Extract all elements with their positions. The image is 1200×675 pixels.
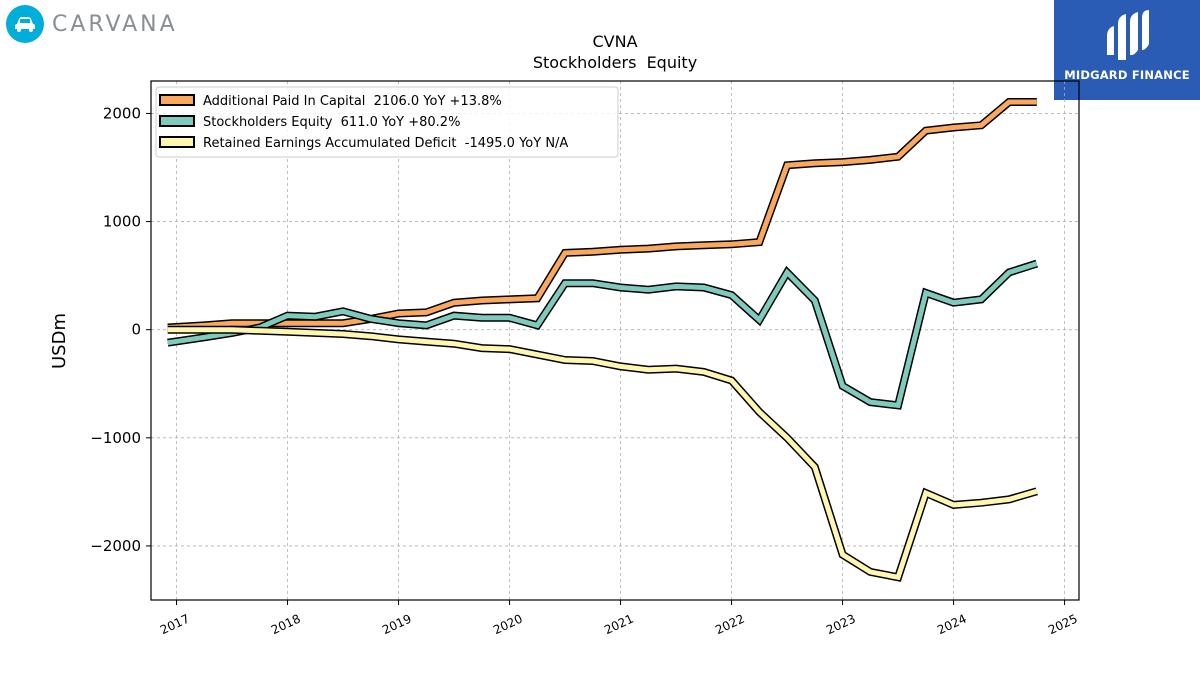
x-tick-label: 2021 xyxy=(602,612,636,638)
grid xyxy=(151,81,1079,600)
legend-item: Stockholders Equity 611.0 YoY +80.2% xyxy=(159,115,460,130)
x-tick-label: 2019 xyxy=(380,612,414,638)
series-lines xyxy=(167,98,1039,582)
y-tick-label: 1000 xyxy=(103,213,141,231)
axis-ticks: 2000 1000 0 −1000 −2000 2017 2018 2019 2020 2021 2… xyxy=(90,104,1079,637)
y-tick-label: −1000 xyxy=(90,429,141,447)
x-tick-label: 2024 xyxy=(935,612,969,638)
chart-subtitle: Stockholders Equity xyxy=(533,53,697,72)
x-tick-label: 2020 xyxy=(491,612,525,638)
x-tick-label: 2023 xyxy=(824,612,858,638)
series-line-0 xyxy=(167,98,1037,332)
legend-swatch xyxy=(159,136,195,148)
x-tick-label: 2022 xyxy=(713,612,747,638)
car-icon xyxy=(6,5,44,43)
series-core xyxy=(167,261,1038,409)
legend: Additional Paid In Capital 2106.0 YoY +1… xyxy=(155,86,619,158)
series-core xyxy=(167,99,1037,330)
x-tick-label: 2018 xyxy=(269,612,303,638)
legend-box xyxy=(155,86,619,158)
y-tick-label: 2000 xyxy=(103,104,141,122)
series-line-1 xyxy=(167,259,1039,410)
legend-label: Additional Paid In Capital 2106.0 YoY +1… xyxy=(203,94,502,109)
carvana-logo-text: CARVANA xyxy=(52,11,178,37)
plot-area-frame xyxy=(150,80,1080,601)
legend-item: Additional Paid In Capital 2106.0 YoY +1… xyxy=(159,94,502,109)
series-core xyxy=(167,327,1038,581)
legend-label: Retained Earnings Accumulated Deficit -1… xyxy=(203,136,568,151)
legend-swatch xyxy=(159,94,195,106)
legend-swatch xyxy=(159,115,195,127)
y-tick-label: −2000 xyxy=(90,537,141,555)
midgard-emblem-icon xyxy=(1107,10,1149,60)
series-line-2 xyxy=(167,325,1038,582)
legend-item: Retained Earnings Accumulated Deficit -1… xyxy=(159,136,568,151)
midgard-finance-logo: MIDGARD FINANCE xyxy=(1054,0,1200,100)
carvana-logo: CARVANA xyxy=(6,5,178,43)
y-axis-label: USDm xyxy=(49,313,70,369)
x-tick-label: 2025 xyxy=(1046,612,1080,638)
legend-label: Stockholders Equity 611.0 YoY +80.2% xyxy=(203,115,460,130)
x-tick-label: 2017 xyxy=(158,612,192,638)
y-tick-label: 0 xyxy=(131,321,141,339)
chart-title: CVNA xyxy=(592,32,637,51)
midgard-finance-logo-text: MIDGARD FINANCE xyxy=(1064,68,1190,82)
